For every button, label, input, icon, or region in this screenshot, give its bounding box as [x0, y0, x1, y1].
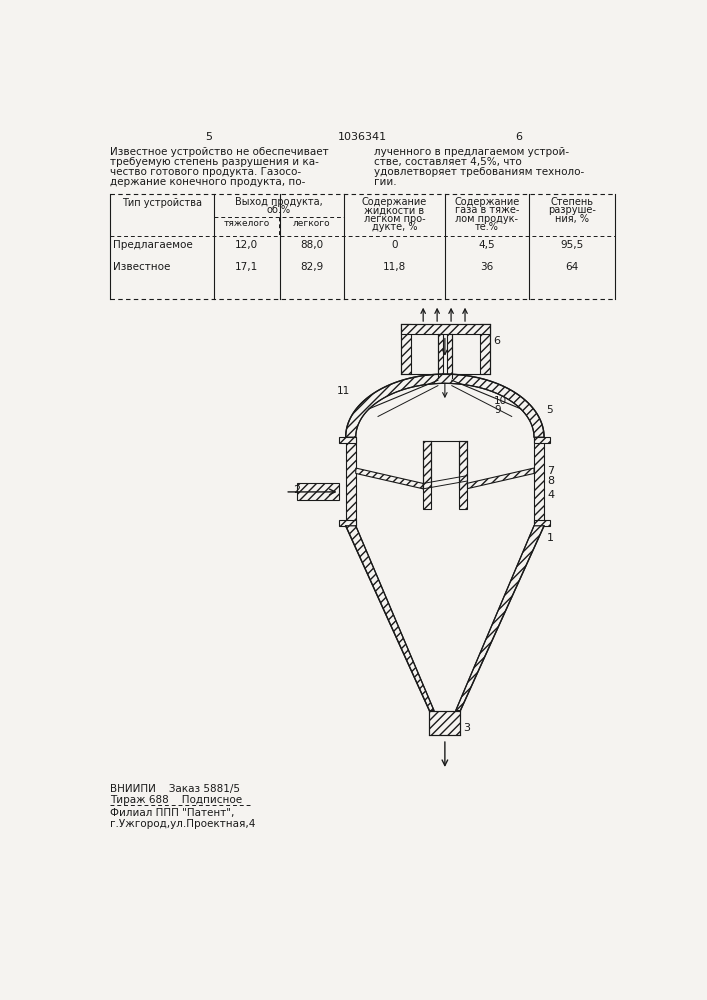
- Text: Известное устройство не обеспечивает: Известное устройство не обеспечивает: [110, 147, 329, 157]
- Polygon shape: [346, 374, 544, 437]
- Text: 4,5: 4,5: [479, 240, 495, 250]
- Text: те.%: те.%: [475, 222, 498, 232]
- Text: ВНИИПИ    Заказ 5881/5: ВНИИПИ Заказ 5881/5: [110, 784, 240, 794]
- Text: газа в тяже-: газа в тяже-: [455, 205, 519, 215]
- Bar: [534, 437, 544, 526]
- Text: лом продук-: лом продук-: [455, 214, 518, 224]
- Text: 10: 10: [494, 396, 507, 406]
- Text: 12,0: 12,0: [235, 240, 258, 250]
- Polygon shape: [467, 468, 534, 489]
- Polygon shape: [346, 526, 434, 711]
- Text: 6: 6: [493, 336, 500, 346]
- Text: Известное: Известное: [113, 262, 170, 272]
- Text: тяжелого: тяжелого: [223, 219, 269, 228]
- Text: 11: 11: [337, 386, 350, 396]
- Text: стве, составляет 4,5%, что: стве, составляет 4,5%, что: [373, 157, 521, 167]
- Text: 6: 6: [515, 132, 522, 142]
- Text: 4: 4: [547, 490, 554, 500]
- Text: Содержание: Содержание: [454, 197, 520, 207]
- Text: 1036341: 1036341: [337, 132, 387, 142]
- Bar: [534, 437, 550, 443]
- Bar: [339, 437, 356, 443]
- Text: 0: 0: [391, 240, 398, 250]
- Text: г.Ужгород,ул.Проектная,4: г.Ужгород,ул.Проектная,4: [110, 819, 255, 829]
- Bar: [339, 520, 356, 526]
- Text: 88,0: 88,0: [300, 240, 323, 250]
- Polygon shape: [356, 468, 423, 489]
- Bar: [423, 441, 431, 509]
- Bar: [480, 324, 490, 374]
- Text: легкого: легкого: [293, 219, 330, 228]
- Text: об.%: об.%: [267, 205, 291, 215]
- Text: 8: 8: [547, 476, 554, 486]
- Text: Выход продукта,: Выход продукта,: [235, 197, 323, 207]
- Text: 64: 64: [566, 262, 578, 272]
- Text: жидкости в: жидкости в: [364, 205, 425, 215]
- Text: Тип устройства: Тип устройства: [122, 198, 202, 208]
- Text: требуемую степень разрушения и ка-: требуемую степень разрушения и ка-: [110, 157, 319, 167]
- Text: чество готового продукта. Газосо-: чество готового продукта. Газосо-: [110, 167, 301, 177]
- Text: разруше-: разруше-: [548, 205, 596, 215]
- Text: 17,1: 17,1: [235, 262, 258, 272]
- Bar: [438, 334, 443, 378]
- Bar: [429, 711, 460, 735]
- Text: гии.: гии.: [373, 177, 396, 187]
- Bar: [346, 437, 356, 526]
- Text: 5: 5: [205, 132, 212, 142]
- Text: ния, %: ния, %: [555, 214, 589, 224]
- Text: Содержание: Содержание: [362, 197, 427, 207]
- Text: Степень: Степень: [551, 197, 593, 207]
- Text: 1: 1: [547, 533, 554, 543]
- Text: дукте, %: дукте, %: [372, 222, 417, 232]
- Text: 9: 9: [494, 405, 501, 415]
- Text: 82,9: 82,9: [300, 262, 323, 272]
- Bar: [534, 520, 550, 526]
- Text: Филиал ППП "Патент",: Филиал ППП "Патент",: [110, 808, 235, 818]
- Polygon shape: [456, 526, 544, 711]
- Text: Тираж 688    Подписное: Тираж 688 Подписное: [110, 795, 243, 805]
- Text: удовлетворяет требованиям техноло-: удовлетворяет требованиям техноло-: [373, 167, 584, 177]
- Text: 3: 3: [464, 723, 470, 733]
- Bar: [459, 441, 467, 509]
- Bar: [401, 324, 411, 374]
- Text: 95,5: 95,5: [561, 240, 583, 250]
- Text: Предлагаемое: Предлагаемое: [113, 240, 193, 250]
- Bar: [297, 483, 339, 500]
- Text: 2: 2: [293, 485, 300, 495]
- Text: 7: 7: [547, 466, 554, 477]
- Text: 36: 36: [480, 262, 493, 272]
- Bar: [401, 324, 490, 334]
- Text: легком про-: легком про-: [363, 214, 426, 224]
- Text: держание конечного продукта, по-: держание конечного продукта, по-: [110, 177, 305, 187]
- Bar: [448, 334, 452, 378]
- Text: лученного в предлагаемом устрой-: лученного в предлагаемом устрой-: [373, 147, 568, 157]
- Text: 11,8: 11,8: [383, 262, 406, 272]
- Text: 5: 5: [547, 405, 553, 415]
